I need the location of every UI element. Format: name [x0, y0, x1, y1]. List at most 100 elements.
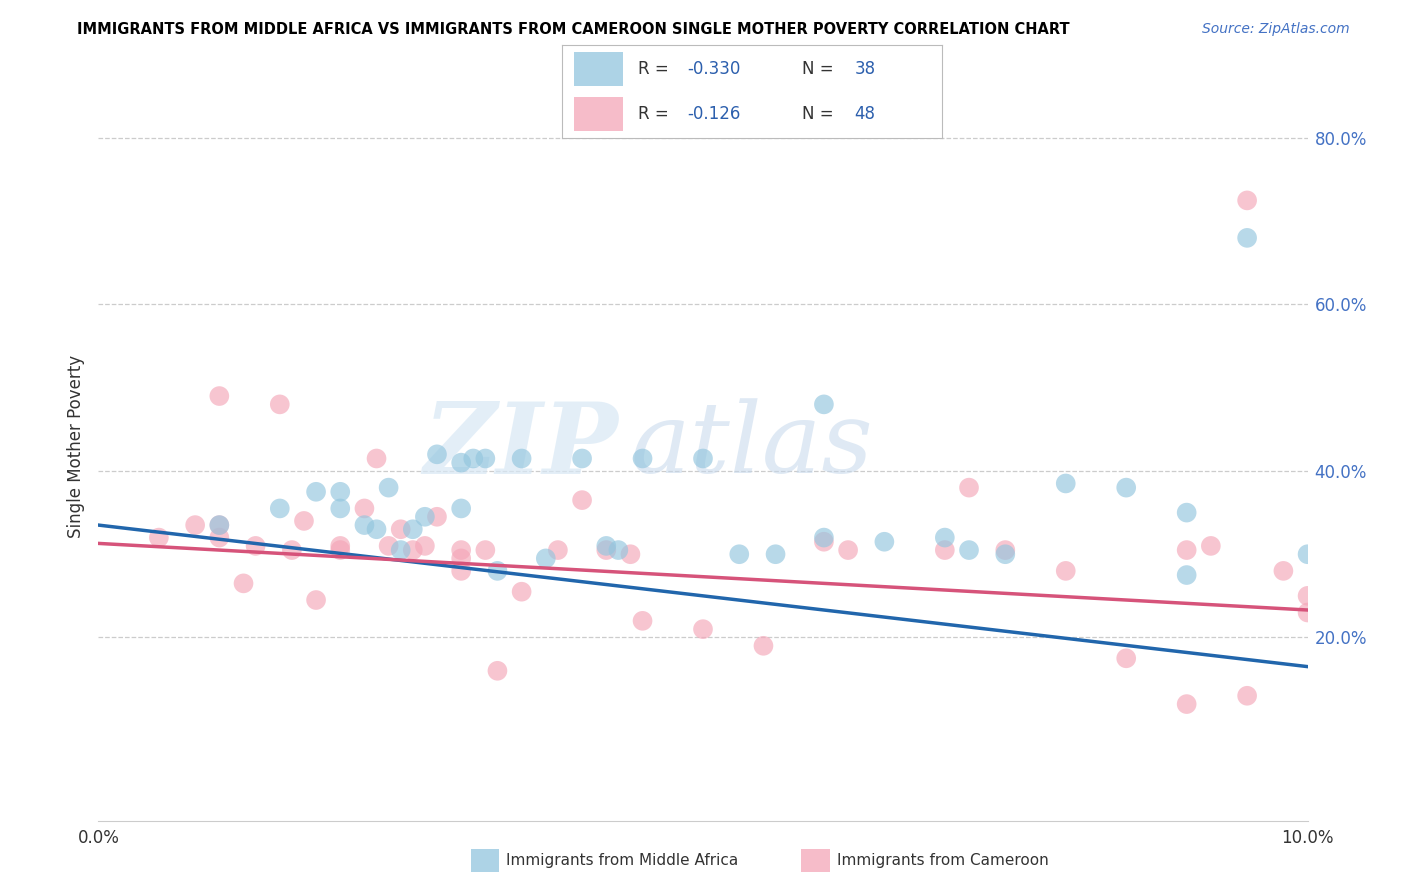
Text: R =: R =: [638, 105, 675, 123]
Point: [813, 534, 835, 549]
Point: [1175, 697, 1198, 711]
FancyBboxPatch shape: [574, 52, 623, 86]
Y-axis label: Single Mother Poverty: Single Mother Poverty: [66, 354, 84, 538]
Point: [692, 451, 714, 466]
Point: [474, 451, 496, 466]
Point: [1115, 651, 1137, 665]
Point: [413, 509, 436, 524]
Point: [934, 543, 956, 558]
Text: -0.330: -0.330: [688, 60, 741, 78]
Point: [1296, 589, 1319, 603]
Point: [994, 547, 1017, 561]
Point: [486, 564, 509, 578]
Point: [426, 509, 449, 524]
Point: [450, 501, 472, 516]
Point: [232, 576, 254, 591]
Point: [377, 539, 399, 553]
Point: [957, 543, 980, 558]
Point: [571, 451, 593, 466]
Point: [305, 484, 328, 499]
Point: [934, 531, 956, 545]
Point: [1236, 231, 1258, 245]
Point: [1236, 689, 1258, 703]
Point: [353, 501, 375, 516]
Text: ZIP: ZIP: [423, 398, 619, 494]
Point: [486, 664, 509, 678]
Point: [463, 451, 485, 466]
Text: N =: N =: [801, 60, 838, 78]
Point: [1054, 476, 1077, 491]
Point: [1296, 547, 1319, 561]
Text: Source: ZipAtlas.com: Source: ZipAtlas.com: [1202, 22, 1350, 37]
Point: [837, 543, 859, 558]
Point: [752, 639, 775, 653]
FancyBboxPatch shape: [574, 97, 623, 131]
Point: [873, 534, 896, 549]
Point: [510, 584, 533, 599]
Point: [329, 543, 352, 558]
Point: [692, 622, 714, 636]
Point: [1054, 564, 1077, 578]
Point: [305, 593, 328, 607]
Point: [208, 389, 231, 403]
Point: [353, 518, 375, 533]
Point: [607, 543, 630, 558]
Point: [389, 543, 412, 558]
Point: [765, 547, 787, 561]
Point: [957, 481, 980, 495]
Point: [547, 543, 569, 558]
Point: [1175, 506, 1198, 520]
Point: [329, 501, 352, 516]
Point: [281, 543, 304, 558]
Point: [292, 514, 315, 528]
Point: [329, 539, 352, 553]
Point: [269, 397, 291, 411]
Point: [148, 531, 170, 545]
Point: [1272, 564, 1295, 578]
Point: [1115, 481, 1137, 495]
Point: [450, 551, 472, 566]
Point: [208, 531, 231, 545]
Point: [813, 397, 835, 411]
Point: [450, 456, 472, 470]
Point: [571, 493, 593, 508]
Text: Immigrants from Middle Africa: Immigrants from Middle Africa: [506, 854, 738, 868]
Point: [728, 547, 751, 561]
Point: [329, 484, 352, 499]
Point: [245, 539, 267, 553]
Point: [366, 451, 388, 466]
Point: [1175, 568, 1198, 582]
Point: [534, 551, 557, 566]
Text: IMMIGRANTS FROM MIDDLE AFRICA VS IMMIGRANTS FROM CAMEROON SINGLE MOTHER POVERTY : IMMIGRANTS FROM MIDDLE AFRICA VS IMMIGRA…: [77, 22, 1070, 37]
Point: [1199, 539, 1222, 553]
Point: [631, 451, 654, 466]
Point: [366, 522, 388, 536]
Text: 48: 48: [855, 105, 876, 123]
Point: [208, 518, 231, 533]
Point: [426, 447, 449, 461]
Text: 38: 38: [855, 60, 876, 78]
Point: [474, 543, 496, 558]
Point: [595, 539, 617, 553]
Point: [377, 481, 399, 495]
Point: [813, 531, 835, 545]
Point: [450, 543, 472, 558]
Text: -0.126: -0.126: [688, 105, 741, 123]
Point: [1175, 543, 1198, 558]
Point: [595, 543, 617, 558]
Point: [269, 501, 291, 516]
Point: [184, 518, 207, 533]
Point: [389, 522, 412, 536]
Point: [413, 539, 436, 553]
Text: Immigrants from Cameroon: Immigrants from Cameroon: [837, 854, 1049, 868]
Point: [450, 564, 472, 578]
Point: [1236, 194, 1258, 208]
Point: [631, 614, 654, 628]
Point: [510, 451, 533, 466]
Text: N =: N =: [801, 105, 838, 123]
Point: [1296, 606, 1319, 620]
Point: [402, 543, 425, 558]
Point: [208, 518, 231, 533]
Text: atlas: atlas: [630, 399, 873, 493]
Point: [402, 522, 425, 536]
